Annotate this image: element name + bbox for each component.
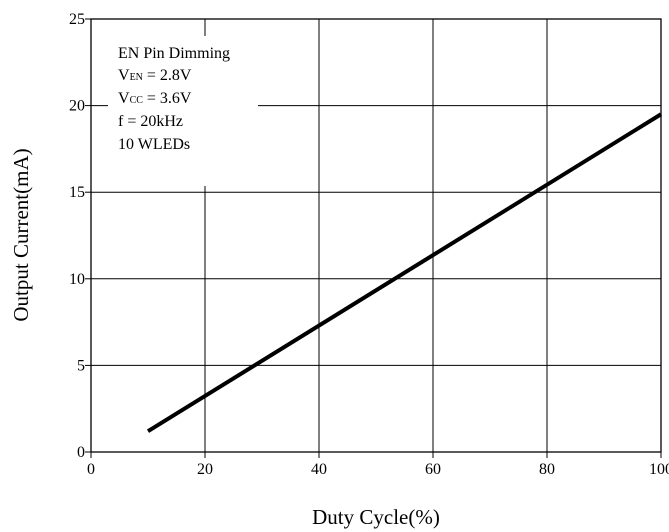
annotation-line-2-main: V [118,67,130,84]
annotation-line-4: f = 20kHz [118,113,183,130]
series-line-0 [146,112,663,433]
annotation-line-2-sub: EN [130,72,143,83]
y-tick-labels: 0 5 10 15 20 25 [69,11,85,461]
annotation-line-1: EN Pin Dimming [118,45,230,62]
y-axis-label: Output Current(mA) [9,148,33,321]
y-tick-label-2: 10 [69,271,85,288]
annotation-line-2: VEN = 2.8V [118,67,192,84]
y-tick-label-3: 15 [69,184,85,201]
annotation-line-3-rest: = 3.6V [143,90,192,107]
y-tick-label-4: 20 [69,98,85,115]
plot-frame [90,18,662,453]
annotation-line-5: 10 WLEDs [118,136,190,153]
x-tick-label-5: 100 [649,461,669,478]
annotation-line-3-main: V [118,90,130,107]
series-group [146,112,663,433]
x-tick-label-4: 80 [539,461,555,478]
y-tick-label-0: 0 [77,444,85,461]
annotation-line-2-rest: = 2.8V [143,67,192,84]
x-tick-labels: 0 20 40 60 80 100 [87,461,669,478]
x-axis-label: Duty Cycle(%) [312,505,440,529]
annotation-line-3-sub: CC [130,95,144,106]
y-tick-label-1: 5 [77,357,85,374]
x-tick-label-3: 60 [425,461,441,478]
annotation-line-3: VCC = 3.6V [118,90,192,107]
x-tick-label-1: 20 [197,461,213,478]
y-tick-label-5: 25 [69,11,85,28]
annotation-box [108,36,258,186]
x-tick-label-0: 0 [87,461,95,478]
x-tick-label-2: 40 [311,461,327,478]
